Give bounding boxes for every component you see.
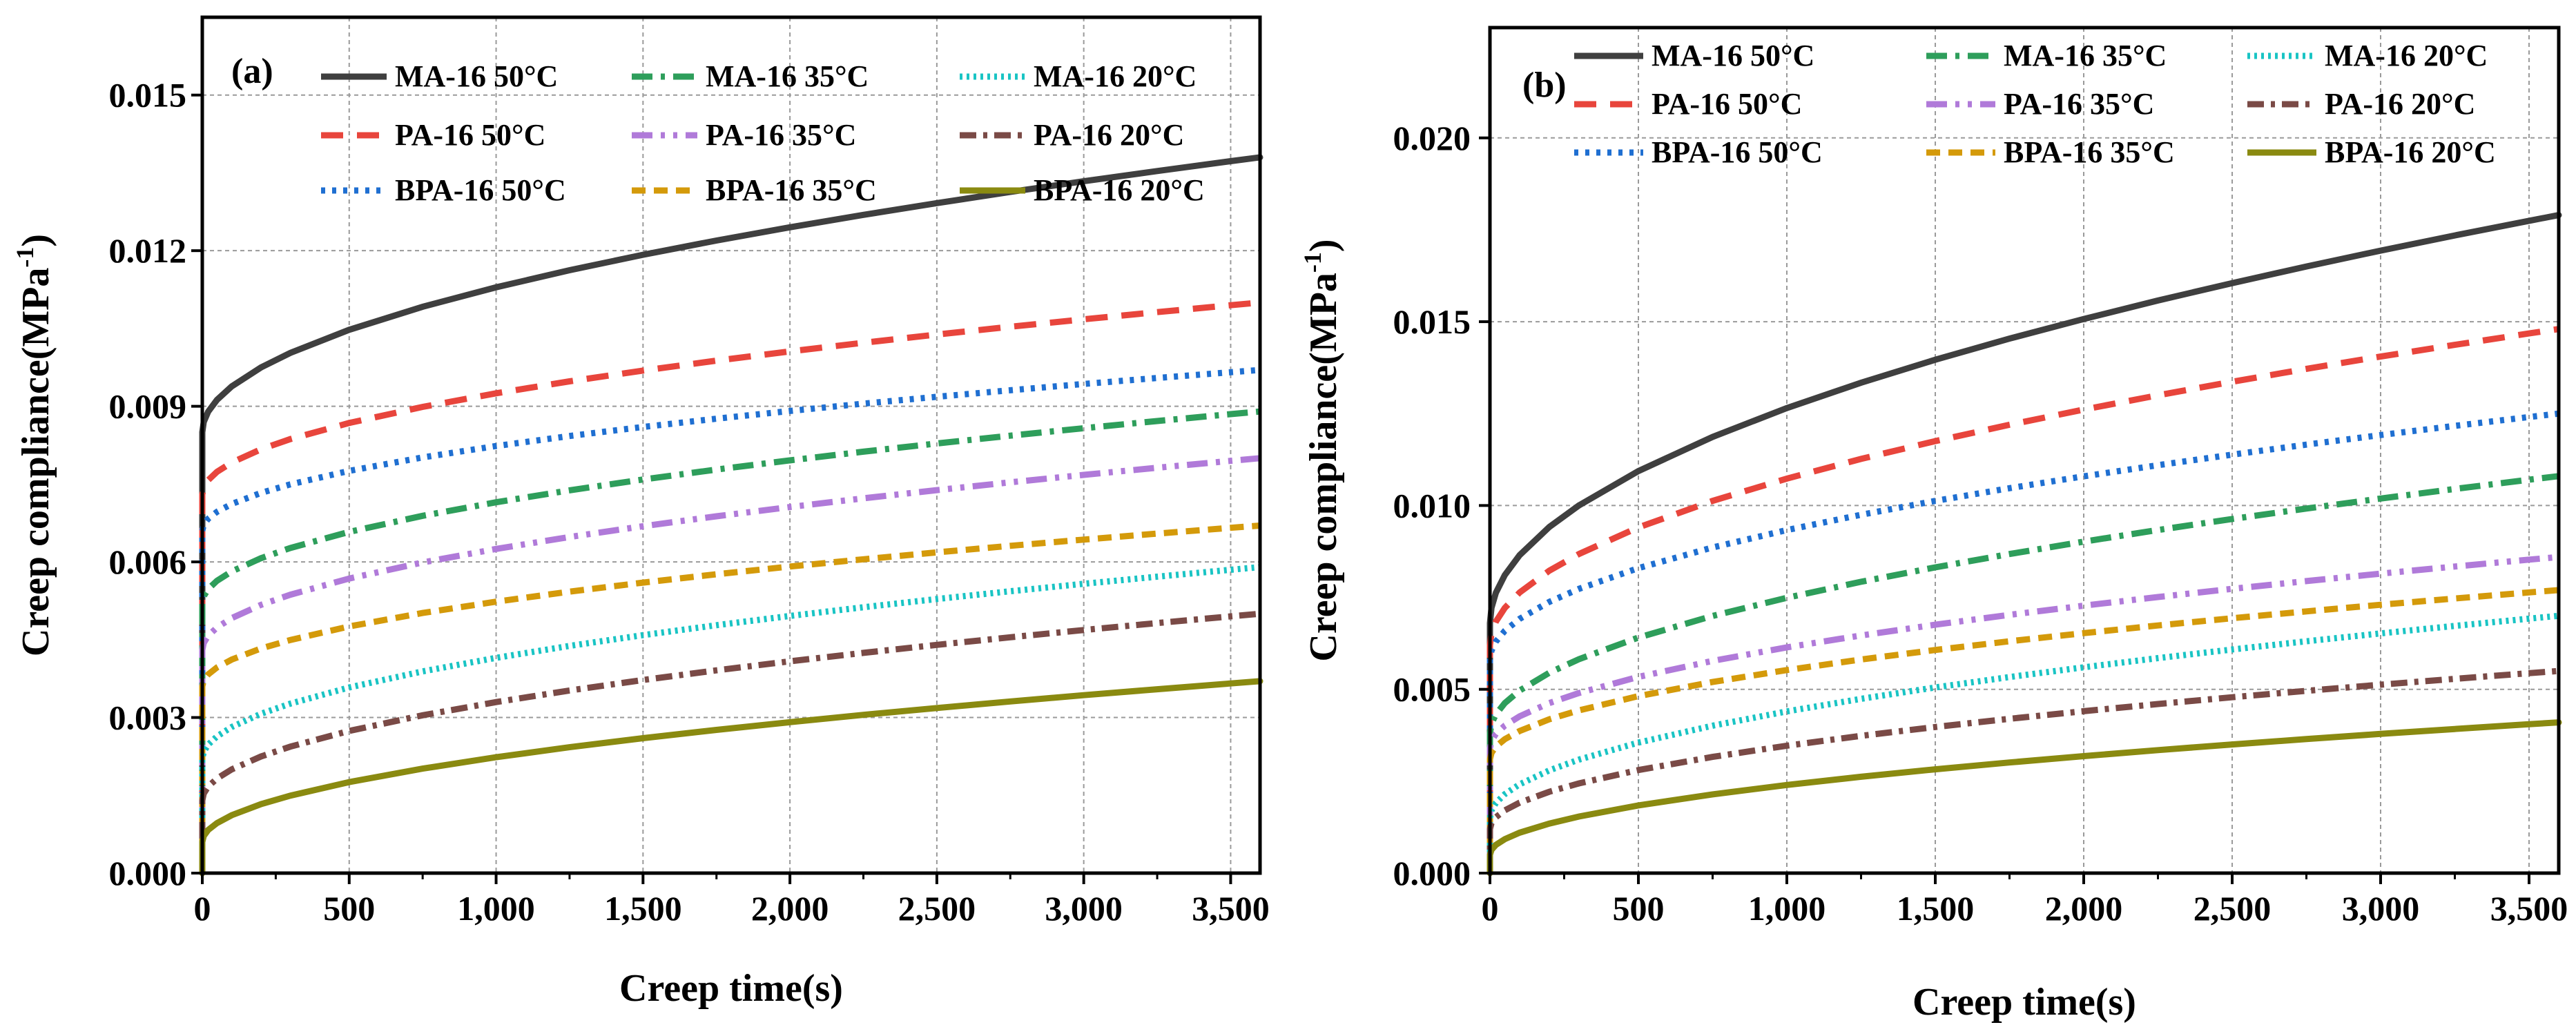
- x-axis-title: Creep time(s): [619, 967, 843, 1010]
- legend-label-9: BPA-16 20°C: [1034, 173, 1205, 207]
- x-tick-label: 1,000: [457, 889, 535, 928]
- legend-label-7: MA-16 20°C: [2325, 39, 2488, 72]
- legend-label-4: MA-16 35°C: [2004, 39, 2167, 72]
- series-group: [1486, 212, 2562, 877]
- plot-frame: [200, 15, 1262, 875]
- legend-label-3: BPA-16 50°C: [395, 173, 566, 207]
- legend-label-8: PA-16 20°C: [1034, 118, 1184, 152]
- series-group: [199, 154, 1263, 877]
- y-axis-title-main: Creep compliance(MPa: [1302, 273, 1345, 661]
- series-line-4: [199, 408, 1261, 873]
- legend-label-7: MA-16 20°C: [1034, 59, 1197, 93]
- series-line-7: [1486, 612, 2559, 873]
- legend-label-6: BPA-16 35°C: [2004, 135, 2175, 169]
- series-line-8: [1486, 667, 2559, 873]
- y-tick-label: 0.000: [1393, 854, 1471, 892]
- x-tick-label: 3,000: [2342, 889, 2420, 928]
- y-axis-title-superscript: -1: [11, 247, 39, 268]
- legend: MA-16 50°C PA-16 50°C BPA-16 50°C MA-16 35°…: [321, 59, 1205, 207]
- legend-label-2: PA-16 50°C: [395, 118, 545, 152]
- legend-label-6: BPA-16 35°C: [706, 173, 877, 207]
- x-tick-label: 3,500: [2490, 889, 2568, 928]
- x-tick-label: 2,000: [751, 889, 829, 928]
- x-tick-label: 3,500: [1192, 889, 1270, 928]
- x-axis-title: Creep time(s): [1912, 981, 2136, 1024]
- y-axis-title-close: ): [14, 234, 57, 247]
- series-line-8: [199, 610, 1261, 873]
- x-tick-label: 2,500: [898, 889, 976, 928]
- y-axis: 0.000 0.005 0.010 0.015 0.020: [1393, 119, 1490, 892]
- legend-label-9: BPA-16 20°C: [2325, 135, 2496, 169]
- series-line-1: [1486, 212, 2562, 877]
- series-line-6: [199, 522, 1261, 873]
- legend-label-5: PA-16 35°C: [706, 118, 856, 152]
- panel-label: (b): [1522, 66, 1567, 105]
- y-axis-title-main: Creep compliance(MPa: [14, 268, 57, 656]
- x-tick-label: 1,500: [604, 889, 682, 928]
- x-tick-label: 0: [194, 889, 211, 928]
- x-tick-label: 3,000: [1045, 889, 1123, 928]
- grid: [202, 17, 1260, 873]
- legend-label-2: PA-16 50°C: [1652, 87, 1802, 121]
- x-tick-label: 1,000: [1748, 889, 1826, 928]
- y-tick-label: 0.015: [1393, 302, 1471, 341]
- series-line-9: [199, 678, 1263, 877]
- series-line-1: [199, 154, 1263, 877]
- panel-label: (a): [231, 52, 273, 91]
- legend-label-1: MA-16 50°C: [1652, 39, 1814, 72]
- legend-label-4: MA-16 35°C: [706, 59, 869, 93]
- series-line-2: [1486, 326, 2559, 873]
- y-tick-label: 0.020: [1393, 119, 1471, 157]
- x-axis: 0 500 1,000 1,500 2,000 2,500 3,000 3,500: [1482, 873, 2568, 928]
- y-tick-label: 0.006: [109, 543, 187, 581]
- y-tick-label: 0.000: [109, 854, 187, 892]
- y-axis: 0.000 0.003 0.006 0.009 0.012 0.015: [109, 76, 202, 892]
- y-tick-label: 0.005: [1393, 670, 1471, 709]
- series-line-7: [199, 564, 1261, 873]
- series-line-4: [1486, 473, 2559, 873]
- series-line-6: [1486, 587, 2559, 873]
- y-axis-title: Creep compliance(MPa-1): [11, 234, 57, 656]
- y-axis-title-superscript: -1: [1299, 252, 1326, 273]
- y-tick-label: 0.015: [109, 76, 187, 115]
- legend-label-1: MA-16 50°C: [395, 59, 558, 93]
- y-tick-label: 0.003: [109, 698, 187, 737]
- panel-a-chart: 0 500 1,000 1,500 2,000 2,500 3,000 3,5000.0000…: [11, 15, 1270, 1010]
- series-line-5: [199, 455, 1261, 873]
- y-tick-label: 0.009: [109, 387, 187, 426]
- x-tick-label: 2,500: [2194, 889, 2272, 928]
- y-tick-label: 0.010: [1393, 486, 1471, 525]
- panel-b-chart: 0 500 1,000 1,500 2,000 2,500 3,000 3,5000.0000…: [1299, 26, 2568, 1024]
- x-tick-label: 0: [1482, 889, 1499, 928]
- x-tick-label: 2,000: [2045, 889, 2123, 928]
- plot-frame: [1488, 26, 2561, 875]
- y-tick-label: 0.012: [109, 231, 187, 270]
- x-axis: 0 500 1,000 1,500 2,000 2,500 3,000 3,500: [194, 873, 1270, 928]
- series-line-3: [1486, 410, 2559, 873]
- series-line-2: [199, 299, 1261, 873]
- series-line-9: [1486, 719, 2562, 877]
- x-tick-label: 500: [323, 889, 375, 928]
- y-axis-title-close: ): [1302, 239, 1345, 252]
- legend: MA-16 50°C PA-16 50°C BPA-16 50°C MA-16 35°…: [1574, 39, 2496, 169]
- legend-label-8: PA-16 20°C: [2325, 87, 2475, 121]
- x-tick-label: 500: [1613, 889, 1665, 928]
- x-tick-label: 1,500: [1897, 889, 1975, 928]
- legend-label-5: PA-16 35°C: [2004, 87, 2154, 121]
- series-line-5: [1486, 554, 2559, 873]
- y-axis-title: Creep compliance(MPa-1): [1299, 239, 1345, 661]
- legend-label-3: BPA-16 50°C: [1652, 135, 1823, 169]
